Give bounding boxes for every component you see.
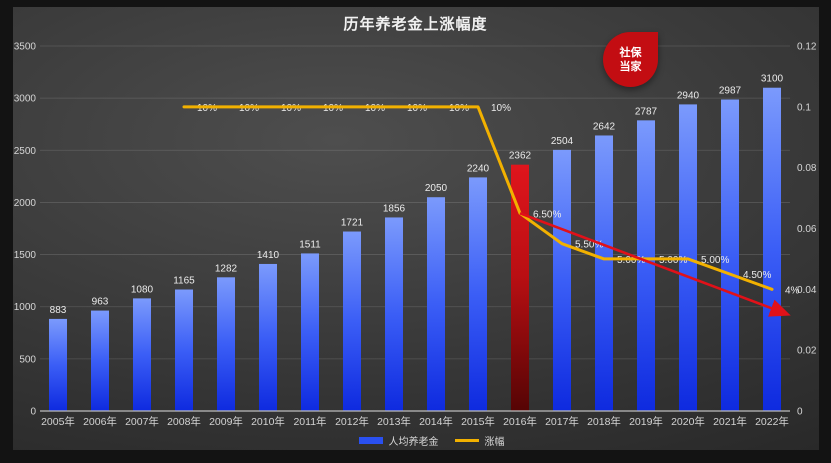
bar-value-label: 1856 (383, 203, 406, 214)
left-axis-tick: 2000 (14, 198, 37, 209)
rate-point-label: 10% (491, 103, 511, 114)
brand-badge: 社保 当家 (603, 32, 658, 87)
x-axis-label-2006年: 2006年 (83, 415, 117, 428)
bar-value-label: 883 (50, 305, 67, 316)
legend-label-pension: 人均养老金 (388, 437, 439, 448)
x-axis-label-2007年: 2007年 (125, 415, 159, 428)
left-axis-tick: 1000 (14, 302, 37, 313)
rate-point-label: 5.00% (701, 255, 729, 266)
chart-title: 历年养老金上涨幅度 (343, 16, 488, 33)
bar-2007年 (133, 298, 151, 411)
rate-point-label: 4.50% (743, 270, 771, 281)
x-axis-label-2014年: 2014年 (419, 415, 453, 428)
bar-2022年 (763, 87, 781, 411)
bar-2013年 (385, 217, 403, 411)
bar-value-label: 2362 (509, 151, 532, 162)
x-axis-label-2011年: 2011年 (293, 415, 326, 428)
left-axis-tick: 2500 (14, 146, 37, 157)
bar-value-label: 2940 (677, 90, 700, 101)
bar-2014年 (427, 197, 445, 411)
bar-2019年 (637, 120, 655, 411)
x-axis-label-2013年: 2013年 (377, 415, 411, 428)
bar-2008年 (175, 289, 193, 411)
badge-text-line2: 当家 (619, 60, 642, 73)
bar-2006年 (91, 310, 109, 411)
x-axis-label-2020年: 2020年 (671, 415, 705, 428)
bar-value-label: 963 (92, 297, 109, 308)
bar-value-label: 2240 (467, 163, 490, 174)
rate-point-label: 4% (785, 285, 800, 296)
x-axis-label-2021年: 2021年 (713, 415, 747, 428)
bar-value-label: 1165 (173, 276, 195, 287)
left-axis-tick: 3000 (14, 94, 37, 105)
right-axis-tick: 0.04 (797, 285, 817, 296)
x-axis-label-2017年: 2017年 (545, 415, 579, 428)
left-axis-tick: 3500 (14, 42, 37, 53)
bar-value-label: 2504 (551, 136, 574, 147)
bar-2009年 (217, 277, 235, 411)
legend-label-rate: 涨幅 (484, 437, 505, 448)
right-axis-tick: 0.1 (797, 102, 811, 113)
legend: 人均养老金 涨幅 (16, 433, 831, 448)
left-axis-tick: 0 (30, 407, 36, 418)
bar-2005年 (49, 318, 67, 411)
x-axis-label-2022年: 2022年 (755, 415, 789, 428)
badge-text-line1: 社保 (619, 46, 642, 59)
x-axis-label-2008年: 2008年 (167, 415, 201, 428)
bar-2015年 (469, 177, 487, 411)
bar-value-label: 2642 (593, 121, 616, 132)
bar-2021年 (721, 99, 739, 412)
x-axis-label-2016年: 2016年 (503, 415, 537, 428)
rate-line (182, 105, 774, 291)
right-axis-tick: 0.06 (797, 224, 817, 235)
right-axis-tick: 0.12 (797, 42, 817, 53)
rate-point-label: 5.50% (575, 240, 603, 251)
bar-2011年 (301, 253, 319, 411)
left-axis-tick: 500 (19, 354, 36, 365)
rate-point-label: 6.50% (533, 209, 561, 220)
bar-2016年 (511, 164, 529, 411)
trend-arrow (519, 212, 791, 317)
bar-2010年 (259, 263, 277, 411)
bar-2018年 (595, 135, 613, 411)
legend-swatch-rate (454, 439, 479, 442)
bar-value-label: 2050 (425, 183, 448, 194)
x-axis-label-2005年: 2005年 (41, 415, 75, 428)
x-axis-label-2019年: 2019年 (629, 415, 663, 428)
bar-value-label: 1410 (257, 250, 280, 261)
bar-value-label: 1080 (131, 284, 154, 295)
right-axis-tick: 0 (797, 407, 803, 418)
x-axis-label-2018年: 2018年 (587, 415, 621, 428)
x-axis-label-2012年: 2012年 (335, 415, 369, 428)
x-axis-label-2015年: 2015年 (461, 415, 495, 428)
bar-value-label: 2787 (635, 106, 658, 117)
legend-swatch-pension (358, 437, 383, 444)
bar-2012年 (343, 231, 361, 411)
x-axis-label-2009年: 2009年 (209, 415, 243, 428)
bar-value-label: 3100 (761, 74, 784, 85)
bar-2017年 (553, 149, 571, 411)
bar-value-label: 1721 (341, 218, 364, 229)
left-axis-tick: 1500 (14, 250, 37, 261)
bar-value-label: 1282 (215, 263, 238, 274)
right-axis-tick: 0.08 (797, 163, 817, 174)
bar-value-label: 1511 (299, 239, 321, 250)
x-axis-label-2010年: 2010年 (251, 415, 285, 428)
right-axis-tick: 0.02 (797, 346, 817, 357)
bar-value-label: 2987 (719, 85, 742, 96)
